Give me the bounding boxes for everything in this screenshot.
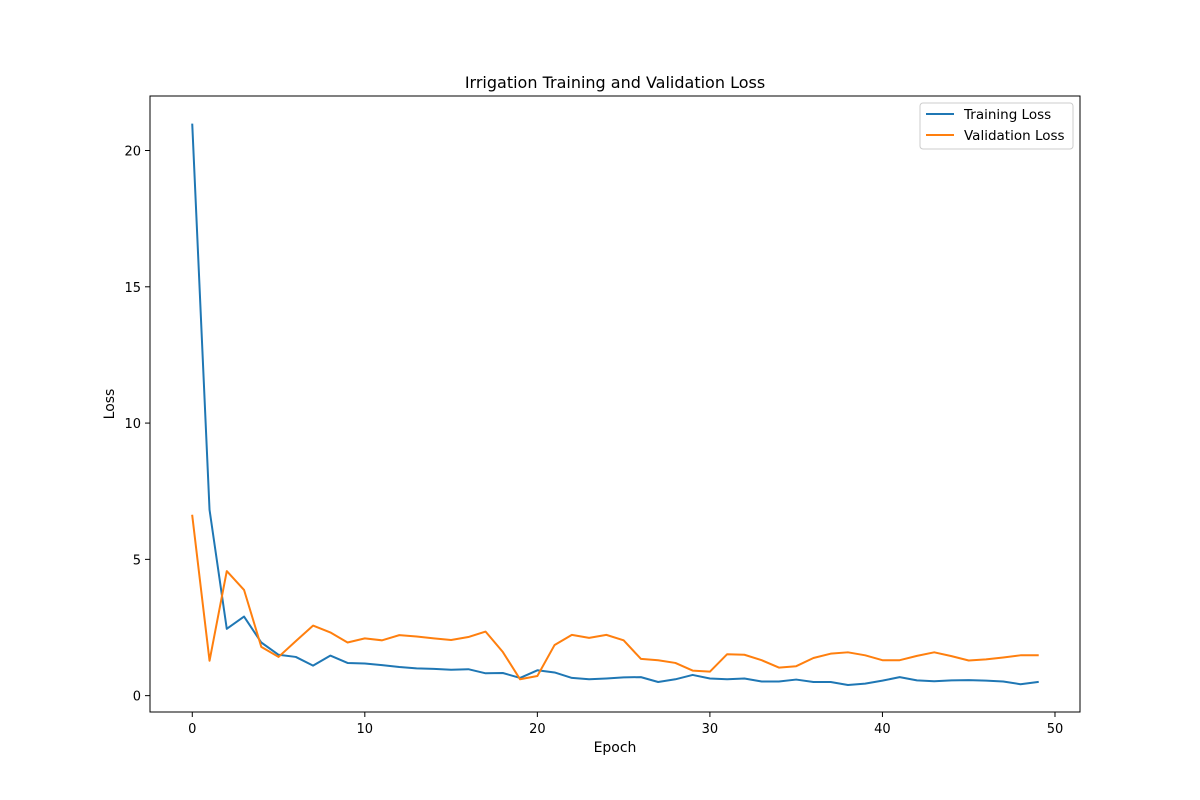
y-axis: 0 5 10 15 20 [124,145,150,705]
y-tick-label: 10 [124,417,141,432]
x-tick-label: 40 [874,722,891,737]
y-axis-label: Loss [102,389,118,420]
x-tick-label: 50 [1047,722,1064,737]
legend-box [919,102,1074,150]
legend-label-validation-loss: Validation Loss [964,128,1065,144]
x-axis: 0 10 20 30 40 50 [188,712,1063,737]
x-tick-label: 0 [188,722,196,737]
series-layer [191,123,1039,687]
y-tick-label: 5 [133,553,141,568]
series-line-validation-loss [191,514,1039,681]
x-axis-label: Epoch [594,740,637,756]
y-tick-label: 20 [124,145,141,160]
series-line-training-loss [191,123,1039,687]
legend-label-training-loss: Training Loss [963,107,1051,123]
y-tick-label: 15 [124,281,141,296]
x-tick-label: 10 [357,722,374,737]
plot-frame [149,95,1081,713]
x-tick-label: 20 [529,722,546,737]
y-tick-label: 0 [133,690,141,705]
legend: Training Loss Validation Loss [919,102,1074,150]
x-tick-label: 30 [702,722,719,737]
chart-title: Irrigation Training and Validation Loss [465,73,765,92]
